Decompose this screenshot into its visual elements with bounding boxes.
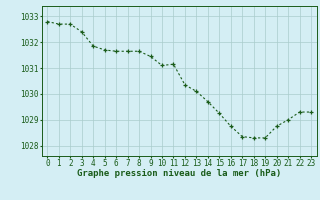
X-axis label: Graphe pression niveau de la mer (hPa): Graphe pression niveau de la mer (hPa) <box>77 169 281 178</box>
